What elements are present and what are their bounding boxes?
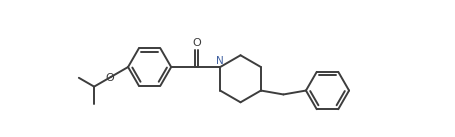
Text: N: N: [216, 56, 223, 66]
Text: O: O: [106, 73, 114, 83]
Text: O: O: [192, 38, 201, 48]
